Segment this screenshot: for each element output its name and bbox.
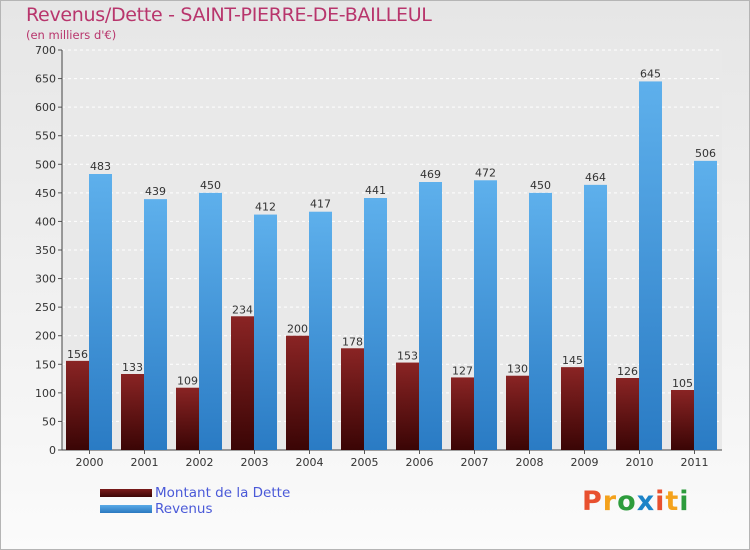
bar-revenus-2003 xyxy=(254,214,277,450)
bar-revenus-2006 xyxy=(419,182,442,450)
bar-dette-2001 xyxy=(121,374,144,450)
bar-revenus-2008 xyxy=(529,192,552,450)
x-tick-label-2009: 2009 xyxy=(571,456,599,469)
data-label-revenus-2009: 464 xyxy=(585,171,606,184)
logo-letter: o xyxy=(617,486,637,517)
y-tick-label: 550 xyxy=(35,130,56,143)
data-label-revenus-2003: 412 xyxy=(255,201,276,214)
bar-revenus-2002 xyxy=(199,192,222,450)
bar-revenus-2007 xyxy=(474,180,497,451)
x-tick-label-2011: 2011 xyxy=(681,456,709,469)
bar-revenus-2000 xyxy=(89,174,112,450)
y-tick-label: 350 xyxy=(35,244,56,257)
bar-dette-2002 xyxy=(176,387,199,450)
x-tick-label-2007: 2007 xyxy=(461,456,489,469)
logo-letter: P xyxy=(582,486,603,517)
bar-dette-2004 xyxy=(286,335,309,450)
y-tick-label: 450 xyxy=(35,187,56,200)
y-tick-label: 0 xyxy=(49,444,56,457)
bar-dette-2005 xyxy=(341,348,364,450)
data-label-revenus-2010: 645 xyxy=(640,67,661,80)
data-label-revenus-2001: 439 xyxy=(145,185,166,198)
bar-dette-2011 xyxy=(671,390,694,450)
y-tick-label: 300 xyxy=(35,273,56,286)
data-label-dette-2000: 156 xyxy=(67,348,88,361)
data-label-dette-2004: 200 xyxy=(287,323,308,336)
bar-revenus-2005 xyxy=(364,198,387,450)
y-tick-label: 150 xyxy=(35,358,56,371)
y-tick-label: 400 xyxy=(35,215,56,228)
bar-revenus-2011 xyxy=(694,160,717,450)
data-label-dette-2009: 145 xyxy=(562,354,583,367)
x-tick-label-2010: 2010 xyxy=(626,456,654,469)
y-tick-label: 50 xyxy=(42,415,56,428)
data-label-dette-2005: 178 xyxy=(342,335,363,348)
logo-letter: x xyxy=(636,486,656,517)
data-label-dette-2006: 153 xyxy=(397,350,418,363)
x-tick-label-2003: 2003 xyxy=(241,456,269,469)
logo-letter: i xyxy=(655,486,666,517)
data-label-revenus-2007: 472 xyxy=(475,166,496,179)
bar-dette-2009 xyxy=(561,367,584,450)
data-label-revenus-2011: 506 xyxy=(695,147,716,160)
bar-revenus-2010 xyxy=(639,81,662,450)
data-label-revenus-2000: 483 xyxy=(90,160,111,173)
bar-revenus-2009 xyxy=(584,184,607,450)
y-tick-label: 200 xyxy=(35,330,56,343)
y-tick-label: 700 xyxy=(35,44,56,57)
x-tick-label-2001: 2001 xyxy=(131,456,159,469)
chart-subtitle: (en milliers d'€) xyxy=(26,28,117,42)
y-tick-label: 250 xyxy=(35,301,56,314)
proxiti-logo: Proxiti xyxy=(582,486,690,517)
legend-swatch-revenus xyxy=(100,505,152,513)
bar-revenus-2001 xyxy=(144,199,167,450)
bar-dette-2007 xyxy=(451,377,474,450)
data-label-revenus-2004: 417 xyxy=(310,198,331,211)
legend-label-dette: Montant de la Dette xyxy=(155,485,291,501)
data-label-revenus-2002: 450 xyxy=(200,179,221,192)
chart-title: Revenus/Dette - SAINT-PIERRE-DE-BAILLEUL xyxy=(26,4,432,26)
logo-letter: i xyxy=(679,486,690,517)
data-label-dette-2002: 109 xyxy=(177,375,198,388)
data-label-dette-2007: 127 xyxy=(452,364,473,377)
x-tick-label-2008: 2008 xyxy=(516,456,544,469)
legend-label-revenus: Revenus xyxy=(155,501,213,517)
y-tick-label: 500 xyxy=(35,158,56,171)
x-tick-label-2006: 2006 xyxy=(406,456,434,469)
x-tick-label-2002: 2002 xyxy=(186,456,214,469)
data-label-dette-2010: 126 xyxy=(617,365,638,378)
y-tick-label: 600 xyxy=(35,101,56,114)
x-tick-label-2005: 2005 xyxy=(351,456,379,469)
bar-revenus-2004 xyxy=(309,211,332,450)
bar-dette-2000 xyxy=(66,360,89,450)
bar-dette-2010 xyxy=(616,378,639,450)
logo-letter: t xyxy=(665,486,680,517)
data-label-revenus-2006: 469 xyxy=(420,168,441,181)
y-tick-label: 100 xyxy=(35,387,56,400)
bar-dette-2006 xyxy=(396,362,419,450)
x-tick-label-2000: 2000 xyxy=(76,456,104,469)
bar-dette-2003 xyxy=(231,316,254,450)
data-label-dette-2003: 234 xyxy=(232,303,253,316)
legend-swatch-dette xyxy=(100,489,152,497)
x-tick-label-2004: 2004 xyxy=(296,456,324,469)
data-label-dette-2008: 130 xyxy=(507,363,528,376)
logo-letter: r xyxy=(602,486,618,517)
data-label-revenus-2005: 441 xyxy=(365,184,386,197)
y-tick-label: 650 xyxy=(35,73,56,86)
data-label-revenus-2008: 450 xyxy=(530,179,551,192)
data-label-dette-2001: 133 xyxy=(122,361,143,374)
data-label-dette-2011: 105 xyxy=(672,377,693,390)
bar-dette-2008 xyxy=(506,375,529,450)
